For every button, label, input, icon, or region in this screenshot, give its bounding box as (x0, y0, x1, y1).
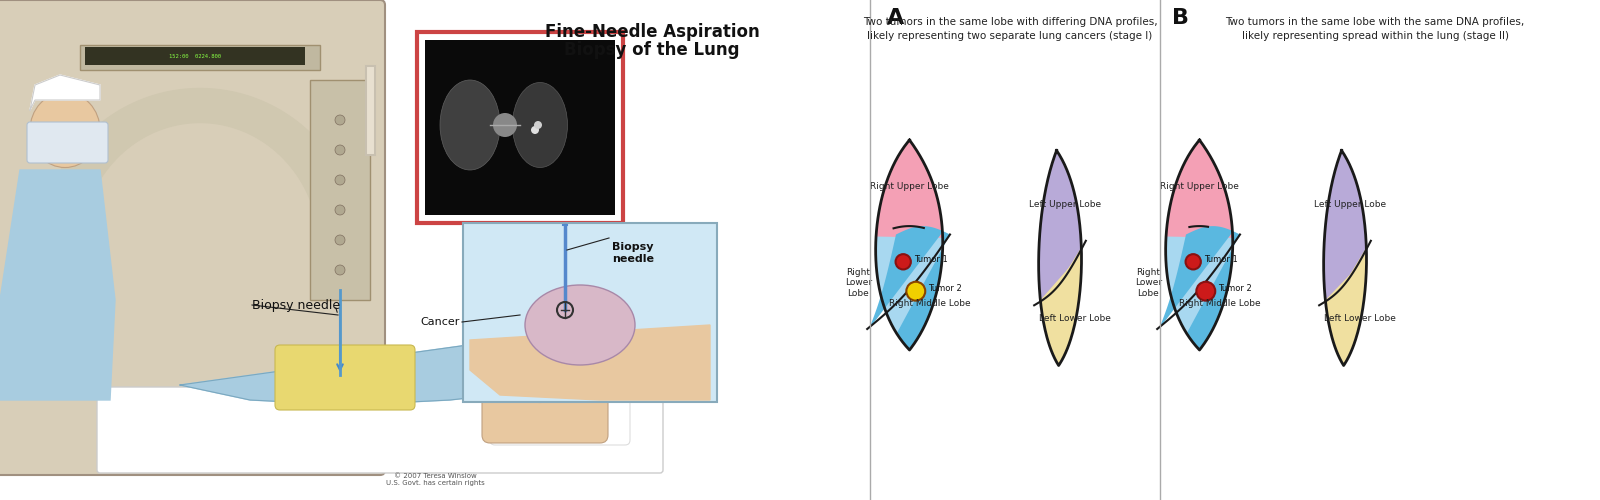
Circle shape (334, 175, 346, 185)
Bar (0, 0, 870, 500)
FancyBboxPatch shape (490, 385, 630, 445)
Text: Left Lower Lobe: Left Lower Lobe (1038, 314, 1110, 322)
Circle shape (334, 205, 346, 215)
Circle shape (493, 113, 517, 137)
Text: Biopsy of the Lung: Biopsy of the Lung (565, 41, 739, 59)
Text: likely representing spread within the lung (stage II): likely representing spread within the lu… (1242, 31, 1509, 41)
Bar (85, 47, 306, 65)
Text: Tumor 2: Tumor 2 (1218, 284, 1251, 293)
Text: Right
Lower
Lobe: Right Lower Lobe (845, 268, 872, 298)
Text: Right Middle Lobe: Right Middle Lobe (1179, 300, 1261, 308)
Polygon shape (1038, 150, 1082, 366)
Text: Tumor 2: Tumor 2 (928, 284, 962, 293)
Polygon shape (1040, 248, 1082, 366)
Text: © 2007 Teresa Winslow
U.S. Govt. has certain rights: © 2007 Teresa Winslow U.S. Govt. has cer… (386, 474, 485, 486)
Text: Right Middle Lobe: Right Middle Lobe (890, 300, 971, 308)
FancyBboxPatch shape (275, 345, 414, 410)
Text: Biopsy
needle: Biopsy needle (611, 242, 654, 264)
Polygon shape (30, 75, 99, 110)
Text: Tumor 1: Tumor 1 (914, 255, 947, 264)
Bar (426, 40, 614, 215)
Polygon shape (40, 88, 360, 250)
Circle shape (334, 235, 346, 245)
Text: Biopsy needle: Biopsy needle (253, 298, 341, 312)
Ellipse shape (512, 82, 568, 168)
Text: Tumor 1: Tumor 1 (1203, 255, 1238, 264)
Text: Fine-Needle Aspiration: Fine-Needle Aspiration (544, 23, 760, 41)
FancyBboxPatch shape (462, 223, 717, 402)
Circle shape (1186, 254, 1202, 270)
Circle shape (534, 121, 542, 129)
Circle shape (906, 282, 925, 300)
Text: Left Upper Lobe: Left Upper Lobe (1029, 200, 1101, 209)
Bar (310, 80, 370, 300)
Text: Two tumors in the same lobe with the same DNA profiles,: Two tumors in the same lobe with the sam… (1226, 17, 1525, 27)
Polygon shape (1166, 140, 1232, 350)
Polygon shape (1158, 226, 1240, 350)
Text: Left Upper Lobe: Left Upper Lobe (1314, 200, 1386, 209)
FancyBboxPatch shape (0, 0, 386, 475)
Circle shape (334, 115, 346, 125)
Polygon shape (470, 325, 710, 400)
Text: A: A (886, 8, 904, 28)
Circle shape (334, 145, 346, 155)
Text: Right Upper Lobe: Right Upper Lobe (1160, 182, 1238, 190)
Polygon shape (0, 170, 115, 400)
Ellipse shape (440, 80, 499, 170)
Polygon shape (877, 140, 942, 238)
Text: likely representing two separate lung cancers (stage I): likely representing two separate lung ca… (867, 31, 1152, 41)
Polygon shape (1325, 248, 1366, 366)
Polygon shape (869, 226, 950, 350)
Circle shape (531, 126, 539, 134)
Text: Two tumors in the same lobe with differing DNA profiles,: Two tumors in the same lobe with differi… (862, 17, 1157, 27)
Polygon shape (506, 332, 579, 360)
Ellipse shape (30, 92, 99, 168)
Circle shape (896, 254, 910, 270)
Text: Right Upper Lobe: Right Upper Lobe (870, 182, 949, 190)
FancyBboxPatch shape (418, 32, 622, 223)
Polygon shape (875, 140, 942, 350)
Text: Right
Lower
Lobe: Right Lower Lobe (1134, 268, 1162, 298)
Polygon shape (1323, 150, 1366, 366)
Polygon shape (1166, 140, 1232, 238)
Ellipse shape (499, 338, 579, 402)
Bar (80, 45, 320, 70)
Circle shape (334, 265, 346, 275)
FancyBboxPatch shape (482, 382, 608, 443)
Text: B: B (1171, 8, 1189, 28)
Circle shape (1197, 282, 1216, 300)
Polygon shape (179, 335, 560, 405)
Ellipse shape (525, 285, 635, 365)
FancyBboxPatch shape (98, 387, 662, 473)
Text: 152:00  0224.800: 152:00 0224.800 (170, 54, 221, 59)
Text: Cancer: Cancer (421, 317, 461, 327)
Text: Left Lower Lobe: Left Lower Lobe (1325, 314, 1395, 322)
FancyBboxPatch shape (27, 122, 109, 163)
